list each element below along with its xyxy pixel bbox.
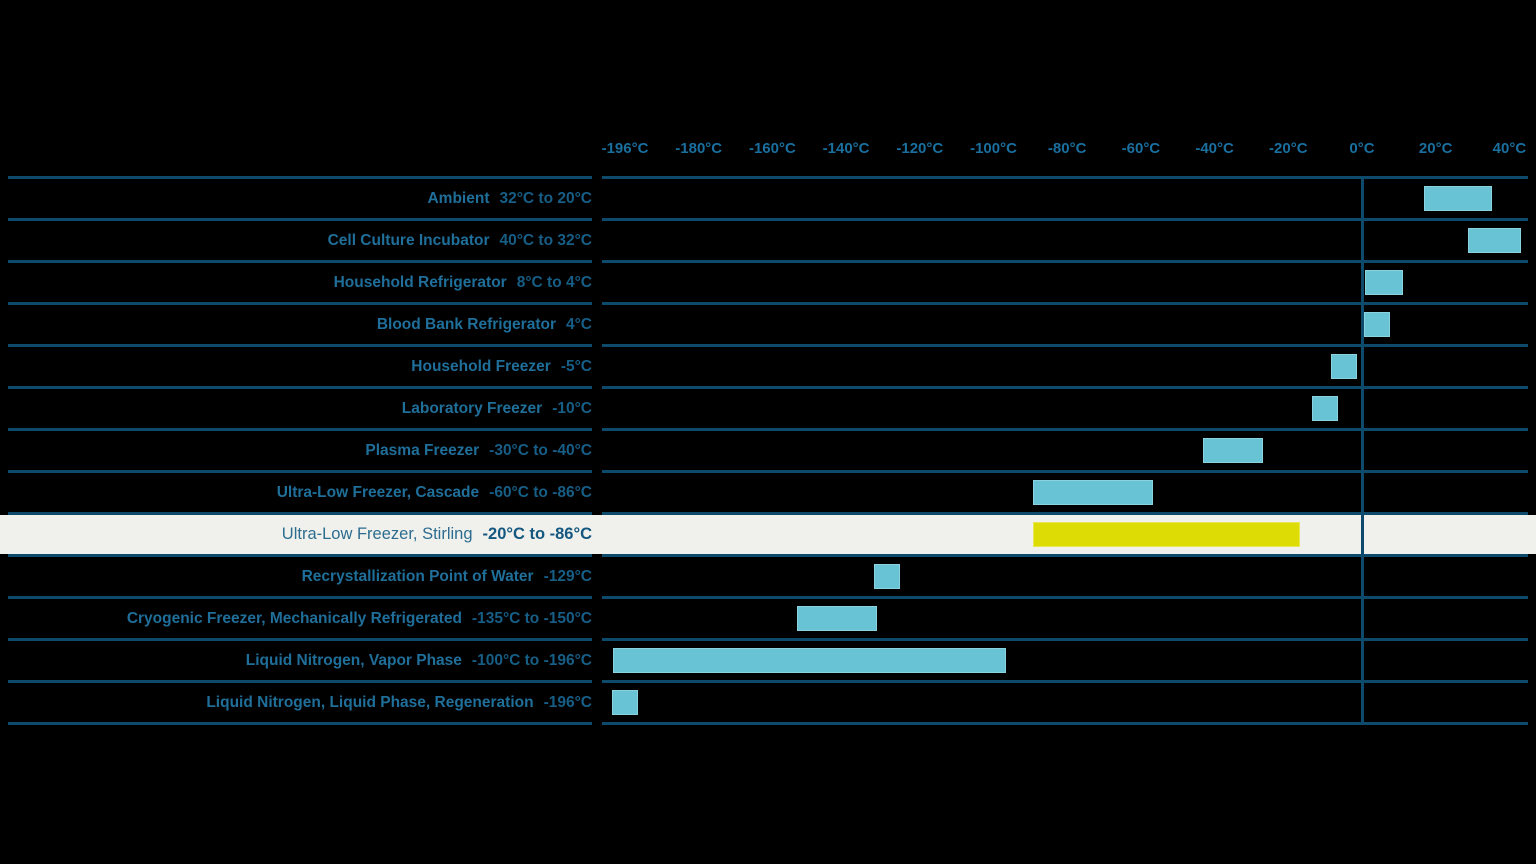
equipment-name: Ultra-Low Freezer, Stirling (281, 525, 473, 543)
axis-tick-label: -140°C (822, 140, 870, 157)
temperature-range-text: -129°C (543, 567, 592, 585)
axis-tick-label: -40°C (1195, 140, 1234, 157)
temperature-range-text: -30°C to -40°C (489, 441, 592, 459)
row-separator-line (8, 428, 592, 431)
equipment-name: Laboratory Freezer (401, 399, 543, 417)
row-separator-line (8, 596, 592, 599)
temperature-range-text: -196°C (543, 693, 592, 711)
equipment-name: Plasma Freezer (365, 441, 480, 459)
row-separator-line (602, 680, 1528, 683)
row-label: Plasma Freezer -30°C to -40°C (0, 431, 592, 470)
temperature-range-bar (1364, 270, 1404, 295)
row-separator-line (8, 638, 592, 641)
temperature-range-bar (612, 690, 638, 715)
row-separator-line (602, 638, 1528, 641)
row-label: Blood Bank Refrigerator 4°C (0, 305, 592, 344)
zero-degree-gridline (1360, 176, 1364, 725)
row-label: Household Freezer -5°C (0, 347, 592, 386)
row-label: Liquid Nitrogen, Liquid Phase, Regenerat… (0, 683, 592, 722)
row-label: Recrystallization Point of Water -129°C (0, 557, 592, 596)
row-separator-line (8, 176, 592, 179)
row-separator-line (602, 470, 1528, 473)
row-label: Ultra-Low Freezer, Stirling -20°C to -86°… (0, 515, 592, 554)
row-separator-line (8, 722, 592, 725)
equipment-name: Recrystallization Point of Water (301, 567, 534, 585)
row-separator-line (8, 302, 592, 305)
row-label: Ultra-Low Freezer, Cascade -60°C to -86°C (0, 473, 592, 512)
row-label: Laboratory Freezer -10°C (0, 389, 592, 428)
axis-tick-label: 40°C (1492, 140, 1527, 157)
axis-tick-label: -196°C (601, 140, 649, 157)
axis-tick-label: -120°C (896, 140, 944, 157)
temperature-range-bar (1363, 312, 1390, 337)
axis-tick-label: -60°C (1121, 140, 1161, 157)
row-separator-line (602, 344, 1528, 347)
temperature-range-text: 4°C (565, 315, 592, 333)
axis-tick-label: -180°C (675, 140, 723, 157)
axis-tick-label: -20°C (1269, 140, 1308, 157)
row-separator-line (602, 260, 1528, 263)
temperature-range-text: -10°C (552, 399, 592, 417)
equipment-name: Liquid Nitrogen, Vapor Phase (245, 651, 462, 669)
row-separator-line (8, 470, 592, 473)
axis-tick-label: 20°C (1418, 140, 1453, 157)
equipment-name: Household Refrigerator (333, 273, 507, 291)
temperature-range-bar (613, 648, 1006, 673)
equipment-name: Cell Culture Incubator (327, 231, 490, 249)
temperature-range-text: 8°C to 4°C (516, 273, 592, 291)
temperature-range-bar (797, 606, 877, 631)
temperature-range-bar (1423, 186, 1492, 211)
temperature-range-bar (1033, 522, 1301, 547)
temperature-range-text: -135°C to -150°C (471, 609, 592, 627)
axis-tick-label: -80°C (1047, 140, 1087, 157)
row-separator-line (602, 512, 1528, 515)
equipment-name: Liquid Nitrogen, Liquid Phase, Regenerat… (206, 693, 534, 711)
temperature-range-bar (1467, 228, 1522, 253)
row-separator-line (8, 386, 592, 389)
temperature-range-text: 32°C to 20°C (499, 189, 592, 207)
row-separator-line (602, 722, 1528, 725)
equipment-name: Ultra-Low Freezer, Cascade (276, 483, 480, 501)
axis-tick-label: 0°C (1349, 140, 1375, 157)
row-separator-line (8, 218, 592, 221)
axis-tick-label: -160°C (748, 140, 796, 157)
temperature-range-text: -60°C to -86°C (489, 483, 592, 501)
equipment-name: Blood Bank Refrigerator (376, 315, 556, 333)
row-separator-line (602, 218, 1528, 221)
row-separator-line (602, 554, 1528, 557)
row-separator-line (8, 344, 592, 347)
row-separator-line (602, 596, 1528, 599)
equipment-name: Household Freezer (411, 357, 551, 375)
temperature-range-text: -100°C to -196°C (471, 651, 592, 669)
row-label: Liquid Nitrogen, Vapor Phase -100°C to -1… (0, 641, 592, 680)
row-separator-line (8, 260, 592, 263)
temperature-range-bar (1312, 396, 1339, 421)
row-label: Ambient 32°C to 20°C (0, 179, 592, 218)
temperature-range-bar (1202, 438, 1264, 463)
row-separator-line (8, 680, 592, 683)
equipment-name: Ambient (427, 189, 490, 207)
row-label: Household Refrigerator 8°C to 4°C (0, 263, 592, 302)
temperature-range-bar (1330, 354, 1357, 379)
row-separator-line (602, 428, 1528, 431)
temperature-range-text: -20°C to -86°C (482, 525, 592, 543)
row-label: Cryogenic Freezer, Mechanically Refriger… (0, 599, 592, 638)
axis-tick-label: -100°C (970, 140, 1017, 157)
equipment-name: Cryogenic Freezer, Mechanically Refriger… (126, 609, 462, 627)
temperature-range-bar (873, 564, 900, 589)
row-label: Cell Culture Incubator 40°C to 32°C (0, 221, 592, 260)
temperature-range-text: -5°C (560, 357, 592, 375)
row-separator-line (602, 302, 1528, 305)
row-separator-line (8, 512, 592, 515)
row-separator-line (602, 176, 1528, 179)
temperature-range-bar (1033, 480, 1153, 505)
row-separator-line (602, 386, 1528, 389)
temperature-range-text: 40°C to 32°C (499, 231, 592, 249)
row-separator-line (8, 554, 592, 557)
